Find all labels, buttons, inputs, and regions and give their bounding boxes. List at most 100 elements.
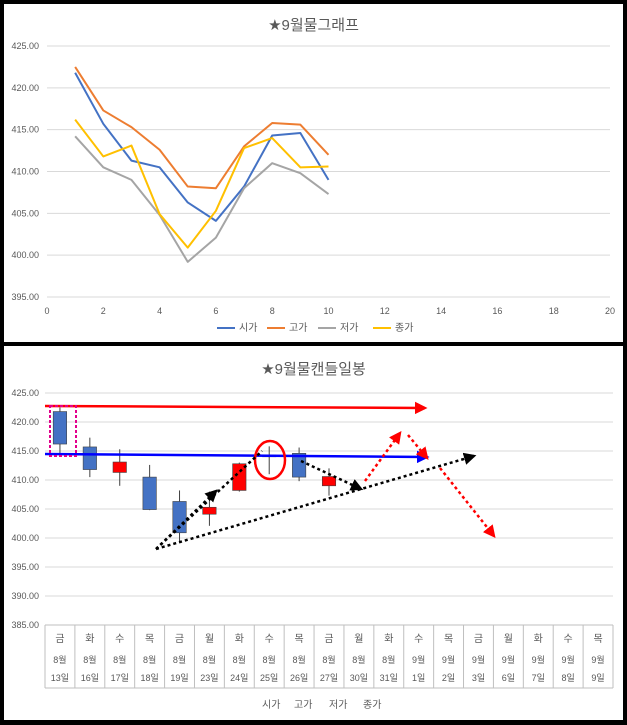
x-tick-label: 18 xyxy=(549,306,559,316)
trend-arrow xyxy=(300,459,364,491)
line-chart-panel: ★9월물그래프 395.00 400.00 405.00 410.00 415.00 42… xyxy=(4,4,623,342)
category-month-label: 8월 xyxy=(263,654,276,665)
category-date-label: 1일 xyxy=(412,673,425,683)
category-day-label: 월 xyxy=(205,633,214,645)
category-date-label: 26일 xyxy=(290,673,308,683)
category-day-label: 금 xyxy=(175,633,184,645)
forecast-arrow xyxy=(363,430,402,482)
legend-label: 시가 xyxy=(262,699,280,711)
candle-chart-title: ★9월물캔들일봉 xyxy=(261,361,366,378)
candle-down-body xyxy=(142,476,157,510)
x-tick-label: 12 xyxy=(380,306,390,316)
category-month-label: 8월 xyxy=(352,654,365,665)
category-day-label: 월 xyxy=(504,633,513,645)
category-day-label: 목 xyxy=(295,633,304,645)
legend-label: 종가 xyxy=(363,699,381,711)
x-tick-label: 16 xyxy=(492,306,502,316)
support-arrow xyxy=(44,450,430,464)
y-tick-label: 390.00 xyxy=(11,591,39,601)
y-tick-label: 395.00 xyxy=(11,562,39,572)
candle-down-body xyxy=(82,446,97,470)
resistance-arrow xyxy=(44,401,428,415)
series-line xyxy=(74,72,330,222)
category-date-label: 2일 xyxy=(442,673,455,683)
category-date-label: 27일 xyxy=(320,673,338,683)
forecast-arrow xyxy=(407,434,429,460)
category-month-label: 9월 xyxy=(591,654,604,665)
y-tick-label: 425.00 xyxy=(11,41,39,51)
category-month-label: 8월 xyxy=(322,654,335,665)
category-month-label: 9월 xyxy=(532,654,545,665)
category-day-label: 수 xyxy=(115,633,124,645)
category-month-label: 8월 xyxy=(382,654,395,665)
trend-line xyxy=(155,450,263,550)
category-day-label: 화 xyxy=(235,633,244,645)
y-tick-label: 385.00 xyxy=(11,620,39,630)
legend-label: 고가 xyxy=(294,699,312,711)
y-tick-label: 425.00 xyxy=(11,388,39,398)
category-day-label: 금 xyxy=(324,633,333,645)
category-day-label: 월 xyxy=(354,633,363,645)
category-date-label: 24일 xyxy=(230,673,248,683)
category-month-label: 8월 xyxy=(83,654,96,665)
category-month-label: 8월 xyxy=(292,654,305,665)
highlight-box xyxy=(49,405,77,457)
y-tick-label: 420.00 xyxy=(11,83,39,93)
category-month-label: 8월 xyxy=(113,654,126,665)
legend-label: 저가 xyxy=(329,699,347,711)
category-date-label: 6일 xyxy=(502,673,515,683)
y-tick-label: 415.00 xyxy=(11,125,39,135)
category-day-label: 목 xyxy=(593,633,602,645)
line-chart: 395.00 400.00 405.00 410.00 415.00 420.00 425.… xyxy=(11,41,615,334)
candle-up-body xyxy=(112,461,127,473)
category-month-label: 9월 xyxy=(562,654,575,665)
candle-down-body xyxy=(292,453,307,478)
category-day-label: 목 xyxy=(145,633,154,645)
category-month-label: 8월 xyxy=(203,654,216,665)
category-day-label: 수 xyxy=(564,633,573,645)
category-date-label: 9일 xyxy=(591,673,604,683)
y-tick-label: 410.00 xyxy=(11,167,39,177)
y-tick-label: 395.00 xyxy=(11,292,39,302)
category-month-label: 8월 xyxy=(143,654,156,665)
x-tick-label: 10 xyxy=(323,306,333,316)
category-day-label: 화 xyxy=(534,633,543,645)
category-day-label: 화 xyxy=(384,633,393,645)
category-date-label: 23일 xyxy=(200,673,218,683)
legend-label: 종가 xyxy=(395,322,413,334)
category-date-label: 19일 xyxy=(170,673,188,683)
category-date-label: 8일 xyxy=(562,673,575,683)
series-line xyxy=(74,66,330,190)
category-month-label: 8월 xyxy=(53,654,66,665)
series-line xyxy=(74,119,329,249)
legend-label: 고가 xyxy=(289,322,307,334)
candle-up-body xyxy=(202,506,217,515)
candle-chart: 385.00 390.00 395.00 400.00 405.00 410.00 415.… xyxy=(11,388,614,711)
category-month-label: 9월 xyxy=(472,654,485,665)
category-month-label: 9월 xyxy=(412,654,425,665)
candle-up-body xyxy=(321,476,337,487)
x-tick-label: 20 xyxy=(605,306,615,316)
category-date-label: 13일 xyxy=(51,673,69,683)
legend-label: 저가 xyxy=(340,322,358,334)
candle-down-body xyxy=(52,411,67,445)
x-tick-label: 8 xyxy=(270,306,275,316)
category-date-label: 17일 xyxy=(111,673,129,683)
category-date-label: 16일 xyxy=(81,673,99,683)
category-day-label: 금 xyxy=(55,633,64,645)
y-tick-label: 415.00 xyxy=(11,446,39,456)
category-month-label: 8월 xyxy=(233,654,246,665)
y-tick-label: 405.00 xyxy=(11,504,39,514)
category-date-label: 18일 xyxy=(140,673,158,683)
category-date-label: 25일 xyxy=(260,673,278,683)
category-month-label: 9월 xyxy=(442,654,455,665)
x-tick-label: 0 xyxy=(44,306,49,316)
category-day-label: 수 xyxy=(414,633,423,645)
y-tick-label: 400.00 xyxy=(11,250,39,260)
category-day-label: 금 xyxy=(474,633,483,645)
y-tick-label: 420.00 xyxy=(11,417,39,427)
x-tick-label: 14 xyxy=(436,306,446,316)
highlight-circle xyxy=(253,439,287,481)
x-tick-label: 6 xyxy=(213,306,218,316)
category-date-label: 30일 xyxy=(350,673,368,683)
